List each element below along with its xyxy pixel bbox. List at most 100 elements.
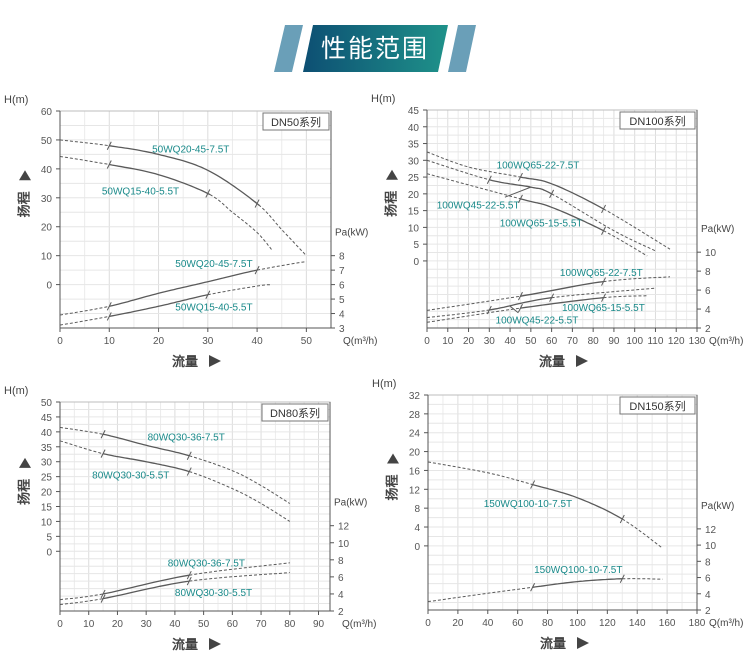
y2-tick-label: 6 bbox=[705, 286, 711, 297]
y-tick-label: 20 bbox=[41, 223, 53, 234]
x-tick-label: 110 bbox=[647, 336, 663, 347]
y2-tick-label: 8 bbox=[705, 557, 711, 568]
x-tick-label: 140 bbox=[629, 618, 646, 629]
series-label: 100WQ45-22-5.5T bbox=[437, 201, 520, 212]
curve-dashed-segment bbox=[59, 426, 104, 435]
curve-dashed-segment bbox=[426, 295, 521, 311]
y-tick-label: 28 bbox=[409, 410, 421, 421]
curve-dashed-segment bbox=[426, 309, 490, 319]
x-tick-label: 50 bbox=[525, 336, 537, 347]
y-tick-label: 60 bbox=[41, 107, 53, 118]
operating-range-mark bbox=[549, 293, 555, 302]
y2-tick-label: 4 bbox=[338, 590, 344, 601]
operating-range-mark bbox=[601, 204, 606, 214]
x-tick-label: 0 bbox=[424, 336, 430, 347]
label-leader-line bbox=[509, 305, 519, 314]
page-title: 性能范围 bbox=[320, 34, 429, 63]
y-axis-title: 扬程 bbox=[383, 191, 398, 217]
curve-dashed-segment bbox=[205, 191, 273, 251]
x-tick-label: 40 bbox=[252, 336, 264, 347]
chart-3: 0 20 40 60 80 100 120 140 160 1800481216202428322… bbox=[372, 378, 743, 651]
chart-2: 0 10 20 30 40 50 60 70 80 90 0 5 10 15 20 25 30 35 40 45 50 2… bbox=[4, 385, 376, 652]
y2-tick-label: 2 bbox=[705, 606, 711, 617]
curve-dashed-segment bbox=[427, 586, 533, 603]
curve-dashed-segment bbox=[59, 315, 110, 326]
curve-power-80WQ30-36-7.5T: 80WQ30-36-7.5T bbox=[59, 558, 290, 601]
x-tick-label: 0 bbox=[425, 618, 431, 629]
series-label: 80WQ30-30-5.5T bbox=[92, 470, 169, 481]
operating-range-mark bbox=[205, 290, 211, 299]
series-label: 100WQ65-15-5.5T bbox=[562, 303, 645, 314]
operating-range-mark bbox=[100, 594, 106, 603]
y-axis-title: 扬程 bbox=[16, 479, 31, 505]
x-tick-label: 90 bbox=[608, 336, 620, 347]
y-tick-label: 30 bbox=[41, 194, 53, 205]
curve-solid-segment bbox=[489, 297, 552, 311]
y2-tick-label: 8 bbox=[705, 267, 711, 278]
y-tick-label: 4 bbox=[414, 523, 420, 534]
curve-dashed-segment bbox=[603, 295, 648, 299]
triangle-right-icon bbox=[577, 637, 589, 649]
y2-tick-label: 10 bbox=[705, 248, 717, 259]
curve-dashed-segment bbox=[59, 139, 110, 147]
y-tick-label: 0 bbox=[414, 542, 420, 553]
y-tick-label: 20 bbox=[408, 190, 420, 201]
curve-dashed-segment bbox=[622, 518, 663, 549]
curve-dashed-segment bbox=[189, 471, 291, 522]
curve-solid-segment bbox=[109, 294, 208, 318]
y-tick-label: 25 bbox=[41, 473, 53, 484]
x-tick-label: 30 bbox=[141, 619, 153, 630]
operating-range-mark bbox=[601, 277, 606, 286]
curve-solid-segment bbox=[102, 574, 190, 595]
y2-tick-label: 6 bbox=[338, 573, 344, 584]
y-axis-title: 扬程 bbox=[384, 474, 399, 500]
curve-dashed-segment bbox=[603, 276, 671, 283]
curve-solid-segment bbox=[520, 176, 604, 210]
curve-solid-segment bbox=[109, 145, 260, 206]
plot-frame bbox=[59, 110, 332, 329]
triangle-up-icon bbox=[19, 457, 31, 468]
triangle-up-icon bbox=[387, 453, 399, 464]
curve-solid-segment bbox=[520, 297, 604, 309]
curve-dashed-segment bbox=[426, 173, 521, 200]
curve-dashed-segment bbox=[426, 159, 490, 181]
x-tick-label: 130 bbox=[689, 336, 706, 347]
y2-tick-label: 8 bbox=[338, 556, 344, 567]
x-axis-unit: Q(m³/h) bbox=[709, 336, 743, 347]
y-tick-label: 50 bbox=[41, 398, 53, 409]
x-tick-label: 20 bbox=[452, 618, 464, 629]
operating-range-mark bbox=[186, 570, 192, 580]
label-leader-line bbox=[504, 186, 532, 198]
y-tick-label: 15 bbox=[408, 207, 420, 218]
triangle-right-icon bbox=[209, 355, 221, 367]
curve-power-100WQ45-22-5.5T: 100WQ45-22-5.5T bbox=[426, 287, 656, 326]
y2-tick-label: 4 bbox=[339, 310, 345, 321]
y2-tick-label: 12 bbox=[705, 525, 717, 536]
series-label: 100WQ45-22-5.5T bbox=[496, 315, 579, 326]
x-tick-label: 30 bbox=[484, 336, 496, 347]
y-tick-label: 25 bbox=[408, 173, 420, 184]
x-axis-title: 流量 bbox=[540, 636, 566, 651]
y-tick-label: 0 bbox=[46, 547, 52, 558]
y-tick-label: 0 bbox=[46, 281, 52, 292]
series-title-box bbox=[261, 403, 329, 422]
y2-tick-label: 6 bbox=[339, 281, 345, 292]
operating-range-mark bbox=[486, 175, 492, 184]
operating-range-mark bbox=[186, 576, 192, 586]
x-tick-label: 60 bbox=[227, 619, 239, 630]
triangle-right-icon bbox=[209, 638, 221, 650]
y2-tick-label: 7 bbox=[339, 266, 345, 277]
x-tick-label: 60 bbox=[512, 618, 524, 629]
y-tick-label: 12 bbox=[409, 485, 421, 496]
x-tick-label: 20 bbox=[153, 336, 165, 347]
operating-range-mark bbox=[254, 265, 260, 275]
curve-dashed-segment bbox=[59, 440, 104, 455]
operating-range-mark bbox=[254, 199, 260, 208]
x-tick-label: 100 bbox=[626, 336, 643, 347]
series-title: DN100系列 bbox=[629, 114, 685, 128]
banner-right-stripe bbox=[448, 25, 476, 72]
x-tick-label: 0 bbox=[57, 336, 63, 347]
series-label: 100WQ65-15-5.5T bbox=[500, 218, 583, 229]
curve-solid-segment bbox=[102, 453, 190, 473]
curve-dashed-segment bbox=[426, 307, 521, 323]
